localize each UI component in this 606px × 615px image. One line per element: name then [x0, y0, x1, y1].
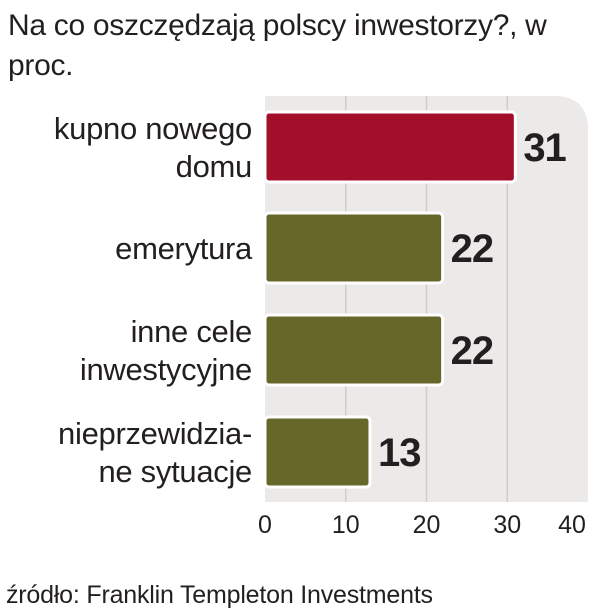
data-label-1: 22 [451, 227, 494, 271]
bar-3 [263, 415, 372, 489]
category-label-0-line-1: domu [176, 149, 252, 184]
x-tick-label-20: 20 [413, 511, 441, 539]
x-tick-label-40: 40 [558, 511, 586, 539]
bar-0 [263, 110, 517, 184]
category-label-3-line-1: ne sytuacje [98, 454, 252, 489]
category-label-1-line-0: emerytura [115, 231, 253, 266]
bar-2 [263, 313, 445, 387]
x-tick-label-10: 10 [332, 511, 360, 539]
data-label-0: 31 [523, 126, 566, 170]
data-label-2: 22 [451, 329, 494, 373]
x-tick-label-0: 0 [258, 511, 272, 539]
category-label-2-line-0: inne cele [131, 314, 252, 349]
source-note: źródło: Franklin Templeton Investments [6, 581, 433, 609]
category-label-2-line-1: inwestycyjne [80, 352, 252, 387]
x-tick-label-30: 30 [493, 511, 521, 539]
category-label-0-line-0: kupno nowego [54, 111, 252, 146]
data-label-3: 13 [378, 431, 421, 475]
chart-title: Na co oszczędzają polscy inwestorzy?, w … [8, 9, 547, 82]
category-label-3-line-0: nieprzewidzia- [58, 416, 252, 451]
bar-1 [263, 211, 445, 285]
